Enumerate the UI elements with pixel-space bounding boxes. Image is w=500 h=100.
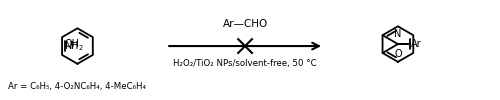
Text: H₂O₂/TiO₂ NPs/solvent-free, 50 °C: H₂O₂/TiO₂ NPs/solvent-free, 50 °C	[174, 59, 317, 68]
Text: Ar = C₆H₅, 4-O₂NC₆H₄, 4-MeC₆H₄: Ar = C₆H₅, 4-O₂NC₆H₄, 4-MeC₆H₄	[8, 82, 146, 91]
Text: O: O	[394, 49, 402, 59]
Text: Ar—CHO: Ar—CHO	[222, 19, 268, 29]
Text: NH$_2$: NH$_2$	[64, 39, 84, 53]
Text: Ar: Ar	[410, 39, 422, 49]
Text: OH: OH	[64, 39, 79, 49]
Text: N: N	[394, 29, 402, 39]
